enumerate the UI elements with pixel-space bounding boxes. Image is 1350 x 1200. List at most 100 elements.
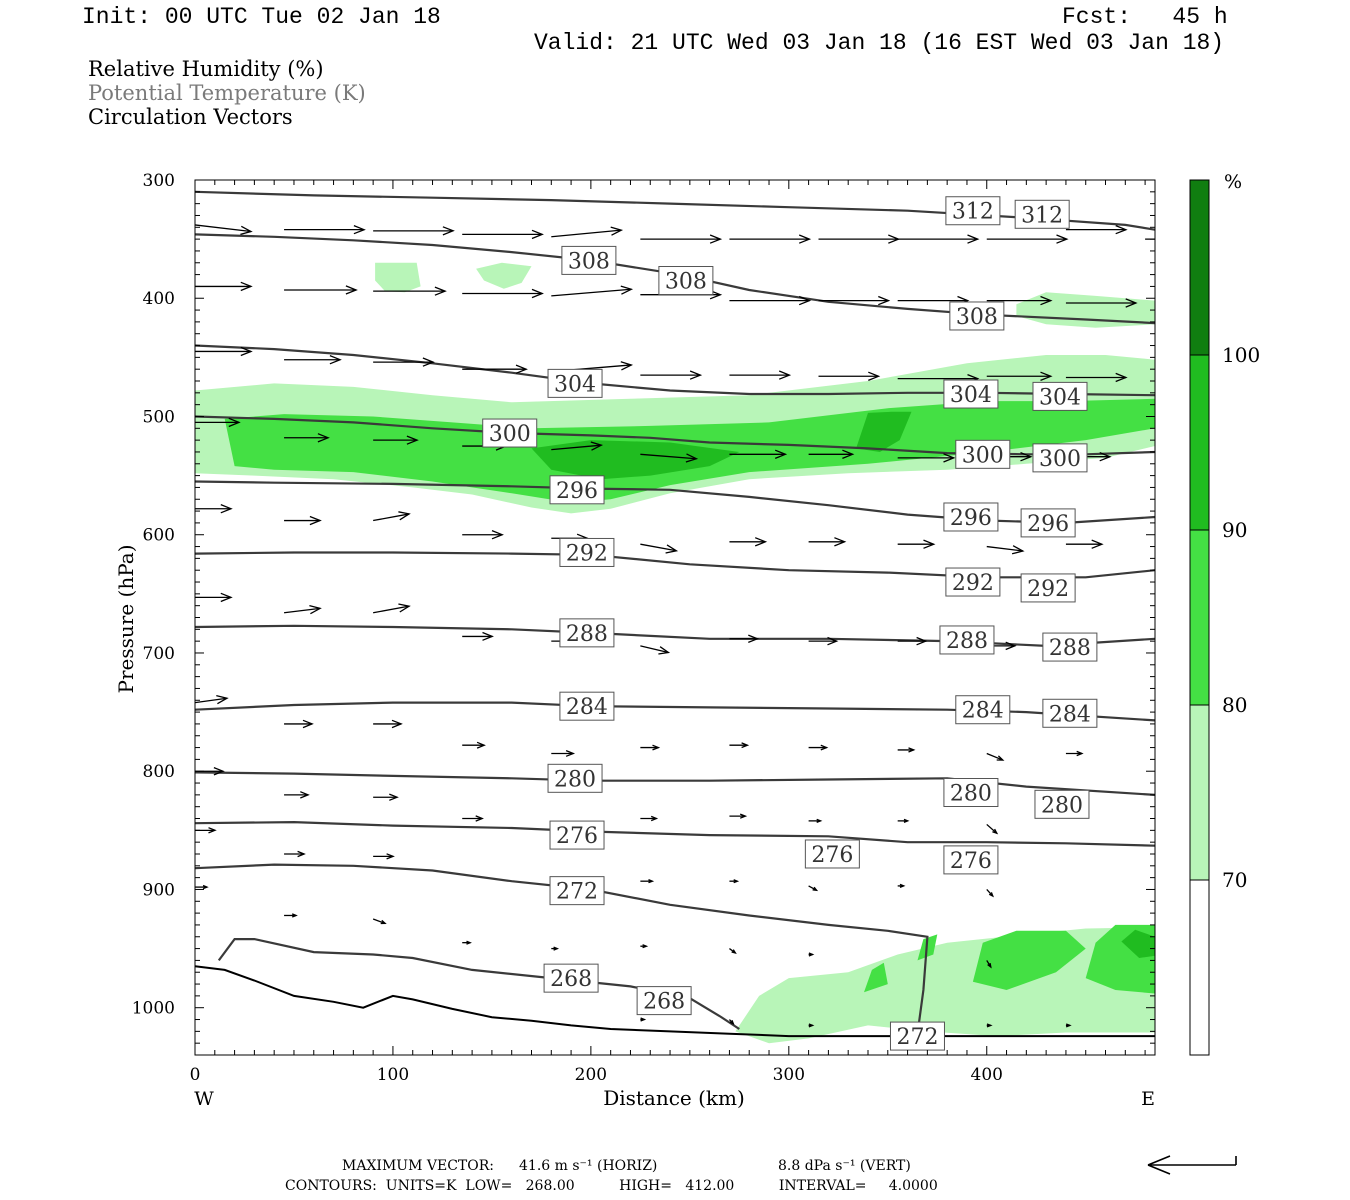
theta-276-line xyxy=(195,820,1155,847)
theta-292-label-2: 292 xyxy=(1020,573,1076,603)
vector-100 xyxy=(462,940,472,945)
x-tick-label-300: 300 xyxy=(773,1065,805,1085)
vector-87 xyxy=(986,823,999,835)
vector-109 xyxy=(986,1023,993,1028)
theta-288-line xyxy=(195,624,1155,648)
colorbar-label-90: 90 xyxy=(1222,518,1247,542)
vector-52 xyxy=(808,537,847,547)
vector-80 xyxy=(373,793,399,801)
vector-16 xyxy=(551,285,634,297)
vector-35 xyxy=(284,433,330,443)
vector-110 xyxy=(1065,1023,1072,1028)
vector-36 xyxy=(373,435,419,445)
theta-312-label-1: 312 xyxy=(1014,199,1070,229)
vector-90 xyxy=(373,853,395,860)
svg-text:268: 268 xyxy=(550,967,592,992)
vector-104 xyxy=(808,952,815,957)
theta-296-line xyxy=(195,480,1155,525)
vector-56 xyxy=(195,592,233,603)
rh-region-70-4 xyxy=(813,165,868,180)
vector-22 xyxy=(1065,298,1138,308)
theta-304-label-2: 304 xyxy=(1032,381,1088,411)
vector-71 xyxy=(551,749,576,757)
theta-308-label-0: 308 xyxy=(561,245,617,275)
vector-6 xyxy=(729,234,812,244)
vector-24 xyxy=(284,354,342,365)
y-tick-label-700: 700 xyxy=(143,644,175,664)
vector-41 xyxy=(808,449,855,460)
vector-9 xyxy=(986,234,1069,244)
vector-99 xyxy=(372,918,387,925)
y-tick-label-400: 400 xyxy=(143,289,175,309)
theta-288-label-1: 288 xyxy=(939,625,995,655)
vector-55 xyxy=(1065,539,1104,549)
vector-50 xyxy=(640,543,679,554)
vector-107 xyxy=(728,1019,735,1026)
svg-text:312: 312 xyxy=(1021,203,1063,228)
theta-300-line xyxy=(195,415,1155,456)
rh-region-80-9 xyxy=(864,962,888,993)
svg-text:280: 280 xyxy=(950,782,992,807)
theta-296-label-1: 296 xyxy=(943,502,999,532)
reference-vector-arrow xyxy=(1147,1155,1237,1175)
theta-284-label-0: 284 xyxy=(559,691,615,721)
vector-29 xyxy=(729,370,792,380)
vector-14 xyxy=(373,286,447,296)
vector-2 xyxy=(373,226,455,236)
y-tick-label-800: 800 xyxy=(143,762,175,782)
theta-280-label-1: 280 xyxy=(943,778,999,807)
vector-34 xyxy=(195,417,241,428)
theta-284-label-2: 284 xyxy=(1042,698,1098,728)
vector-89 xyxy=(284,850,306,858)
vector-28 xyxy=(640,370,703,380)
vector-12 xyxy=(195,281,253,292)
svg-text:288: 288 xyxy=(1049,636,1091,661)
x-west-label: W xyxy=(194,1088,214,1110)
theta-280-line xyxy=(195,771,1155,796)
terrain-surface xyxy=(195,965,1155,1038)
theta-272-label-1: 272 xyxy=(889,1021,945,1051)
svg-text:300: 300 xyxy=(1039,447,1081,472)
vector-62 xyxy=(729,634,760,644)
vector-5 xyxy=(640,234,723,244)
vector-75 xyxy=(897,747,916,753)
theta-272-label-0: 272 xyxy=(549,876,605,906)
colorbar-label-100: 100 xyxy=(1222,343,1260,367)
theta-312-line xyxy=(195,190,1155,231)
footer-max-vector-vert: 8.8 dPa s⁻¹ (VERT) xyxy=(778,1158,911,1174)
vector-84 xyxy=(729,813,748,819)
vector-26 xyxy=(462,364,528,374)
vector-10 xyxy=(1065,224,1128,235)
vector-57 xyxy=(283,604,322,615)
footer-max-vector-label: MAXIMUM VECTOR: xyxy=(342,1158,494,1174)
svg-text:288: 288 xyxy=(566,622,608,647)
valid-time: Valid: 21 UTC Wed 03 Jan 18 (16 EST Wed … xyxy=(534,30,1225,56)
theta-292-line xyxy=(195,551,1155,579)
vector-3 xyxy=(462,229,544,240)
y-tick-label-900: 900 xyxy=(143,880,175,900)
y-tick-label-300: 300 xyxy=(143,171,175,191)
vector-33 xyxy=(1065,372,1128,383)
colorbar-unit: % xyxy=(1224,171,1242,193)
vector-32 xyxy=(986,371,1053,382)
vector-4 xyxy=(551,226,624,238)
legend-vectors: Circulation Vectors xyxy=(88,105,293,129)
y-tick-label-1000: 1000 xyxy=(132,999,175,1019)
vector-92 xyxy=(640,878,655,884)
vector-19 xyxy=(818,295,891,306)
colorbar-label-70: 70 xyxy=(1222,868,1247,892)
svg-text:284: 284 xyxy=(1049,702,1091,727)
svg-text:284: 284 xyxy=(962,699,1004,724)
theta-304-label-0: 304 xyxy=(547,368,603,398)
theta-292-label-0: 292 xyxy=(559,537,615,567)
vector-69 xyxy=(373,719,403,729)
theta-276-label-1: 276 xyxy=(804,839,860,869)
vector-76 xyxy=(986,752,1005,761)
vector-18 xyxy=(729,295,812,306)
svg-text:280: 280 xyxy=(554,767,596,792)
theta-308-label-1: 308 xyxy=(658,266,714,296)
vector-42 xyxy=(897,453,956,463)
vector-79 xyxy=(284,791,310,799)
svg-text:272: 272 xyxy=(556,880,598,905)
y-axis-label: Pressure (hPa) xyxy=(114,545,138,694)
